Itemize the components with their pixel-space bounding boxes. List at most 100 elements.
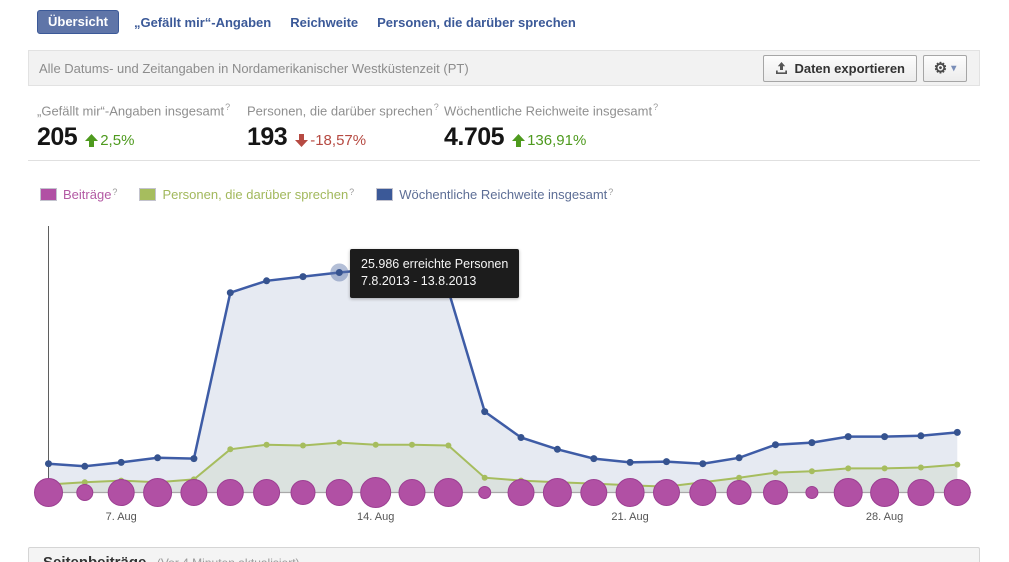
post-dot[interactable] [805,486,819,499]
stat-value: 193 [247,123,288,152]
stat-value: 4.705 [444,123,505,152]
reach-point[interactable] [699,460,707,468]
post-dot[interactable] [478,486,492,499]
post-dot[interactable] [726,480,752,505]
talking-point[interactable] [300,442,306,449]
post-dot[interactable] [360,477,392,508]
help-icon[interactable]: ? [349,187,355,197]
post-dot[interactable] [833,478,863,507]
talking-point[interactable] [954,461,961,468]
reach-point[interactable] [626,458,634,466]
help-icon[interactable]: ? [433,102,439,112]
reach-point[interactable] [154,454,162,462]
talking-point[interactable] [845,465,852,472]
reach-point[interactable] [553,445,561,453]
talking-point[interactable] [409,441,415,448]
post-dot[interactable] [943,479,971,506]
timezone-note: Alle Datums- und Zeitangaben in Nordamer… [39,60,469,76]
reach-area [48,269,958,493]
talking-point[interactable] [81,479,88,486]
post-dot[interactable] [76,484,94,501]
export-data-button[interactable]: Daten exportieren [763,55,917,82]
talking-point[interactable] [772,469,779,476]
gear-icon: ⚙ [933,60,948,77]
talking-point[interactable] [372,441,379,448]
reach-point[interactable] [263,277,271,285]
reach-point[interactable] [517,434,525,441]
talking-point[interactable] [263,441,270,448]
x-tick-label: 7. Aug [106,511,137,523]
reach-point[interactable] [190,455,198,463]
reach-line [48,267,958,468]
help-icon[interactable]: ? [653,102,659,112]
tab-gefaellt-mir-angaben[interactable]: „Gefällt mir“-Angaben [133,14,272,30]
reach-point[interactable] [481,408,489,416]
help-icon[interactable]: ? [608,187,614,197]
talking-point[interactable] [808,468,815,475]
talking-point[interactable] [481,474,488,481]
legend-item-reichweite: Wöchentliche Reichweite insgesamt? [376,187,613,202]
reach-point[interactable] [881,433,889,441]
reach-point[interactable] [735,454,743,462]
tooltip-date-range: 7.8.2013 - 13.8.2013 [361,274,477,288]
talking-point[interactable] [736,474,743,481]
talking-point[interactable] [227,446,234,453]
post-dot[interactable] [34,478,63,507]
post-dot[interactable] [180,479,208,506]
legend-item-personen: Personen, die darüber sprechen? [139,187,354,202]
talking-point[interactable] [917,464,924,471]
reach-point[interactable] [45,460,52,468]
export-icon [776,62,788,74]
stat-label: „Gefällt mir“-Angaben insgesamt [37,103,225,119]
talking-point[interactable] [445,442,452,449]
reach-point[interactable] [844,433,852,441]
post-dot[interactable] [143,478,173,507]
reach-point[interactable] [590,455,598,463]
reach-point[interactable] [663,458,670,466]
post-dot[interactable] [542,478,572,507]
reach-point[interactable] [81,462,89,470]
post-dot[interactable] [433,478,463,507]
reach-point[interactable] [299,273,307,281]
tab-uebersicht[interactable]: Übersicht [37,10,119,34]
overview-chart[interactable]: 7. Aug 14. Aug 21. Aug 28. Aug [0,220,1009,527]
stat-total-likes: „Gefällt mir“-Angaben insgesamt? 205 2,5… [37,102,230,152]
chart-legend: Beiträge? Personen, die darüber sprechen… [40,187,635,202]
reach-point[interactable] [117,458,125,466]
post-dot[interactable] [290,480,316,505]
help-icon[interactable]: ? [225,102,231,112]
post-dot[interactable] [763,480,788,505]
reach-point[interactable] [953,428,961,436]
post-dot[interactable] [689,479,717,506]
post-dot[interactable] [653,479,680,506]
post-dot[interactable] [870,478,900,507]
chevron-down-icon: ▾ [951,62,957,74]
talking-point[interactable] [336,439,343,446]
stat-value: 205 [37,123,78,152]
post-dot[interactable] [907,479,935,506]
talking-point[interactable] [881,465,888,472]
tooltip-value: 25.986 erreichte Personen [361,257,509,271]
export-label: Daten exportieren [794,61,905,76]
reach-point[interactable] [335,269,343,276]
tab-personen-die-darueber-sprechen[interactable]: Personen, die darüber sprechen [377,14,576,30]
stat-label: Personen, die darüber sprechen [247,103,433,119]
reach-point[interactable] [917,432,925,440]
help-icon[interactable]: ? [112,187,118,197]
tab-reichweite[interactable]: Reichweite [290,14,359,30]
post-dot[interactable] [107,479,135,506]
post-dot[interactable] [253,479,281,506]
post-dot[interactable] [325,479,353,506]
chart-canvas[interactable]: 7. Aug 14. Aug 21. Aug 28. Aug [0,220,1009,527]
reach-point[interactable] [772,441,779,449]
settings-dropdown-button[interactable]: ⚙ ▾ [923,55,967,82]
post-dot[interactable] [615,478,645,507]
reach-point[interactable] [226,289,234,297]
post-dot[interactable] [216,479,244,506]
stat-people-talking: Personen, die darüber sprechen? 193 -18,… [247,102,439,152]
reach-point[interactable] [808,439,816,447]
post-dot[interactable] [507,479,535,506]
post-dot[interactable] [398,479,426,506]
post-dot[interactable] [580,479,608,506]
